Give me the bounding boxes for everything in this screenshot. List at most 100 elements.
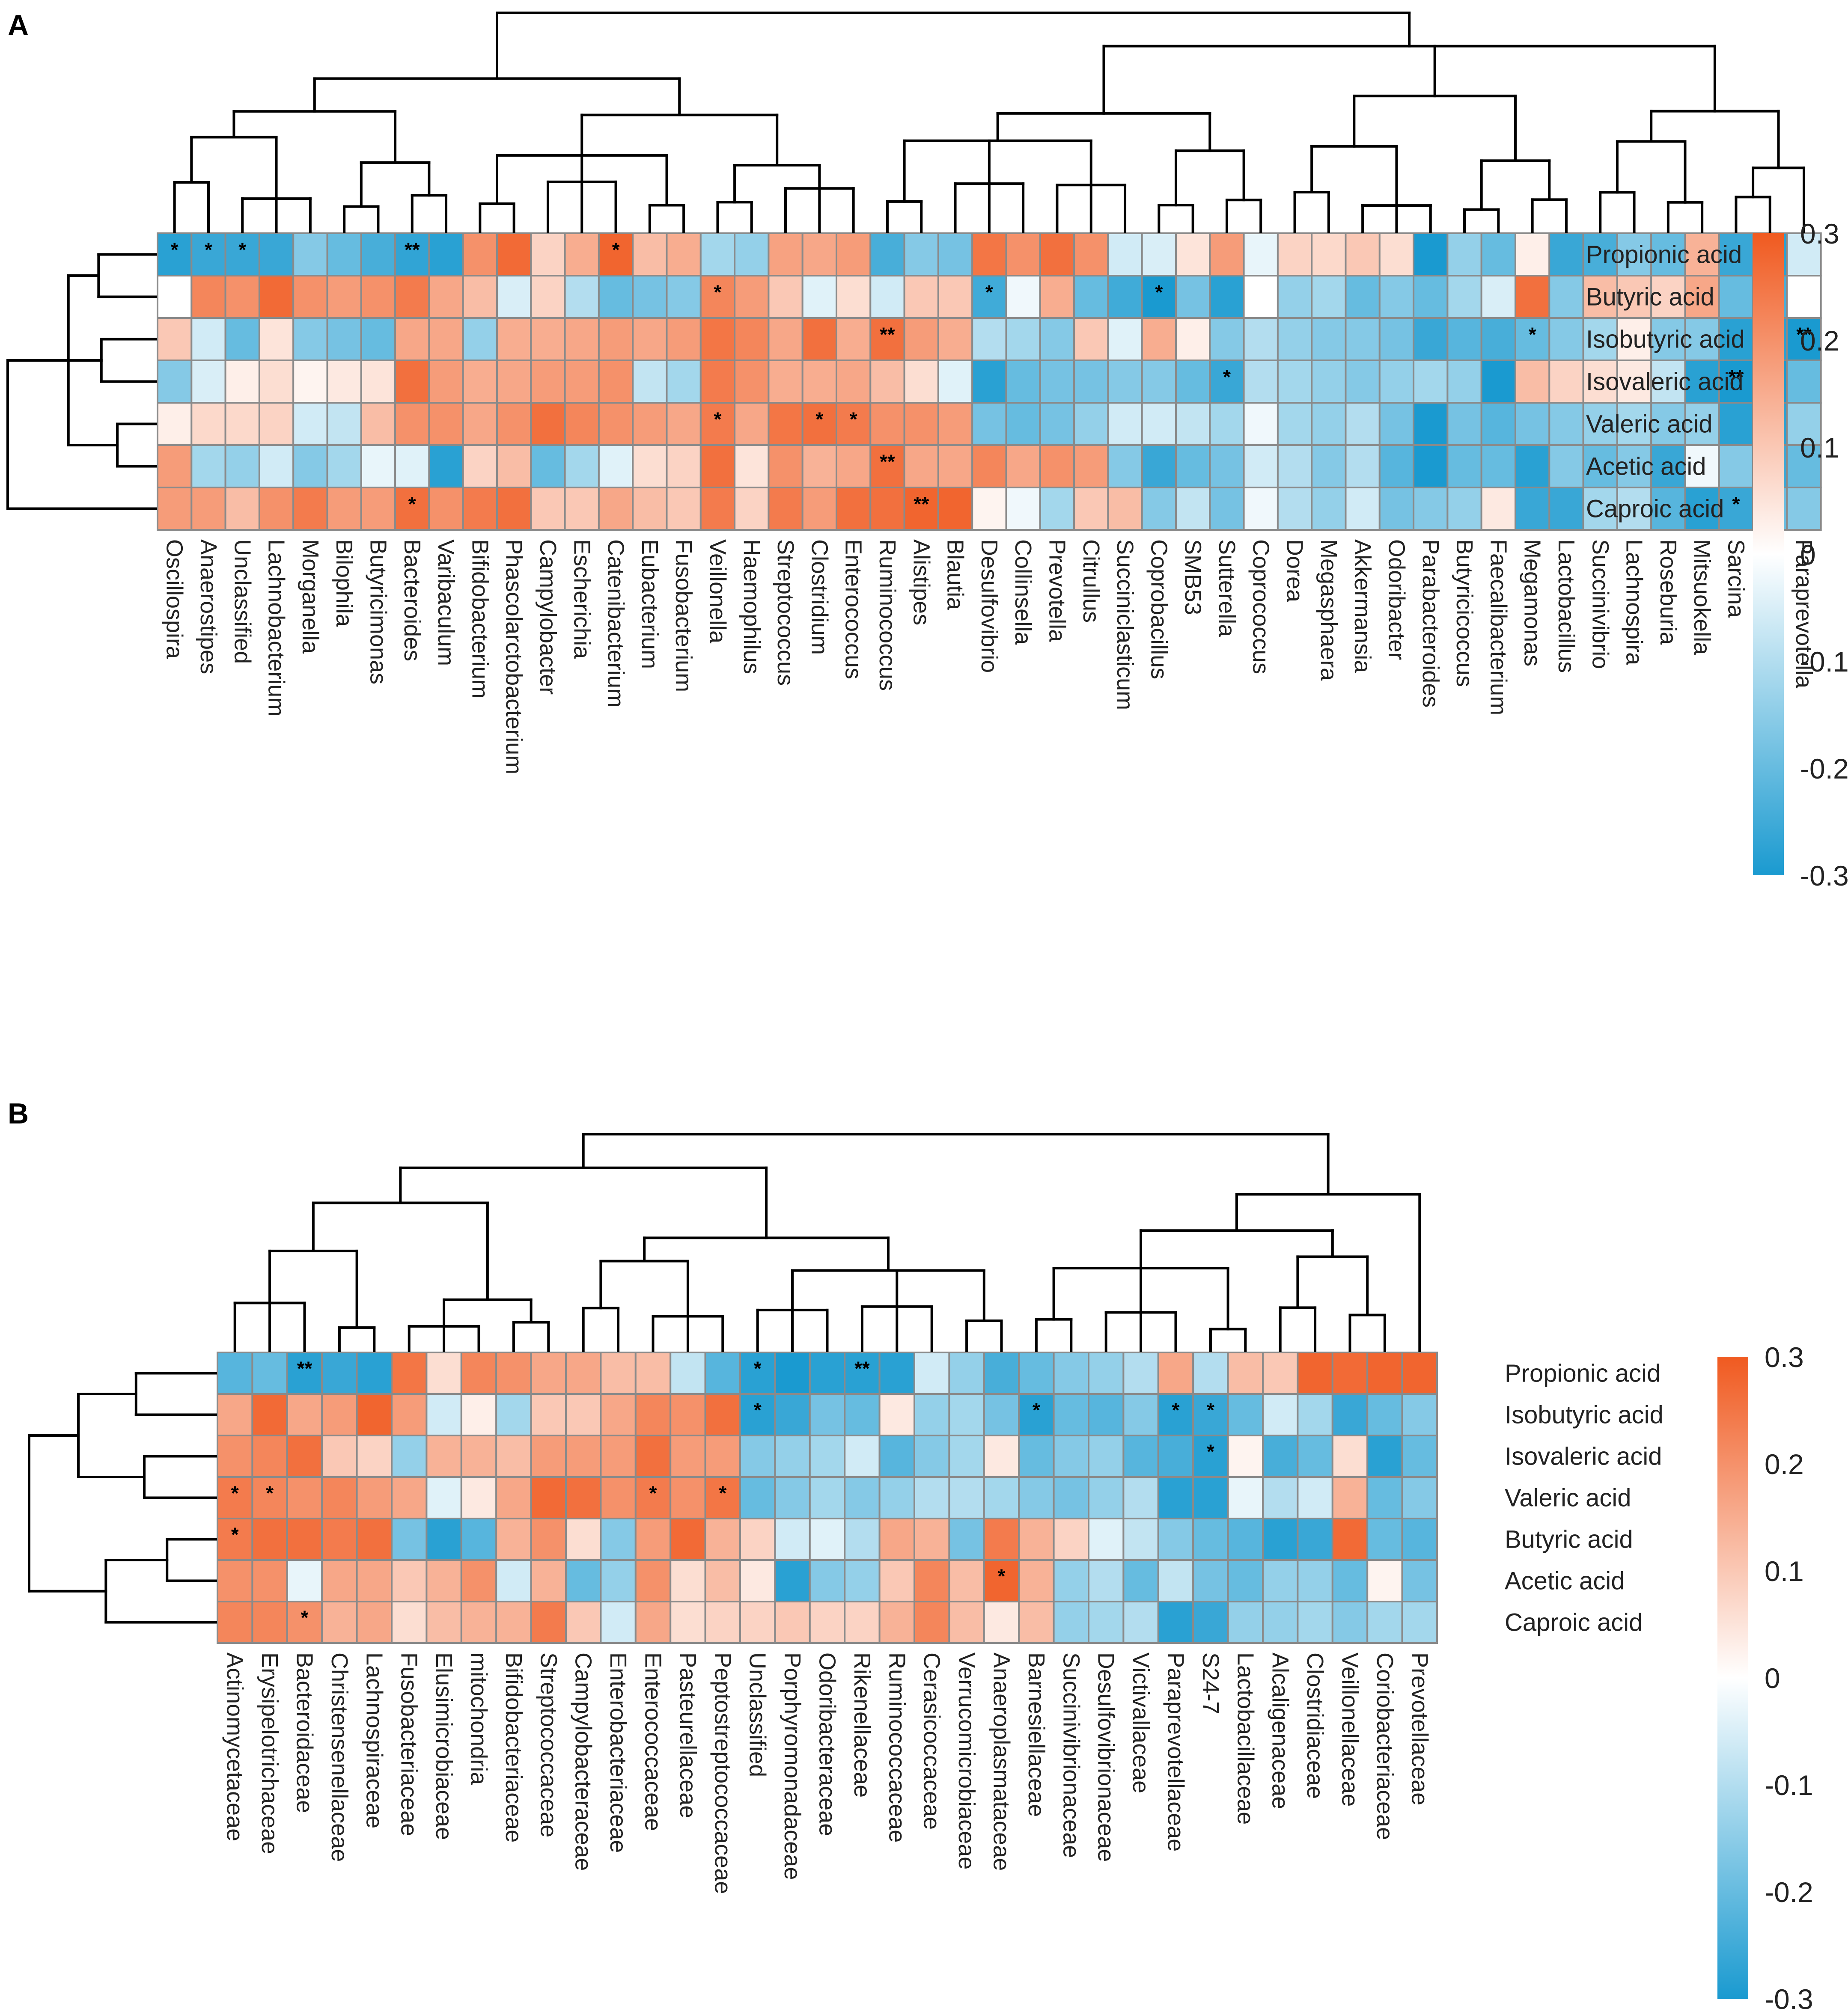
heatmap-cell (914, 1435, 950, 1478)
heatmap-cell (1018, 1601, 1055, 1644)
heatmap-cell (217, 1352, 253, 1395)
heatmap-cell (360, 487, 396, 531)
heatmap-cell (1548, 232, 1584, 276)
heatmap-cell (530, 275, 566, 319)
heatmap-cell (564, 232, 600, 276)
significance-mark: * (719, 1482, 726, 1504)
heatmap-cell (1366, 1476, 1403, 1519)
significance-mark: * (612, 238, 620, 261)
heatmap-cell (1515, 360, 1550, 404)
significance-mark: * (238, 238, 246, 261)
row-label: Acetic acid (1505, 1567, 1625, 1595)
heatmap-cell (1157, 1601, 1194, 1644)
heatmap-cell (190, 444, 226, 488)
heatmap-cell (1073, 317, 1109, 361)
heatmap-cell (1401, 1352, 1438, 1395)
heatmap-cell (1311, 360, 1347, 404)
column-label: Elusimicrobiaceae (431, 1652, 457, 1840)
heatmap-cell (530, 1352, 567, 1395)
heatmap-cell (356, 1352, 393, 1395)
heatmap-cell (666, 487, 702, 531)
heatmap-cell (836, 232, 872, 276)
heatmap-cell (983, 1518, 1020, 1561)
column-label: Bilophila (331, 539, 357, 627)
column-label: SMB53 (1180, 539, 1206, 615)
heatmap-cell (1039, 360, 1075, 404)
panel-label-b: B (8, 1097, 29, 1130)
heatmap-cell (704, 1559, 741, 1602)
row-label: Valeric acid (1505, 1484, 1631, 1512)
significance-mark: * (714, 408, 721, 430)
heatmap-cell (391, 1476, 428, 1519)
heatmap-cell (704, 1352, 741, 1395)
column-label: Lachnospiraceae (361, 1652, 387, 1828)
column-label: Catenibacterium (603, 539, 629, 707)
heatmap-cell (530, 1559, 567, 1602)
heatmap-cell (224, 402, 260, 446)
heatmap-cell (157, 360, 193, 404)
heatmap-cell (699, 444, 736, 488)
column-label: Prevotellaceae (1407, 1652, 1432, 1805)
heatmap-cell (1039, 487, 1075, 531)
column-label: Citrullus (1078, 539, 1104, 623)
heatmap-cell (903, 360, 939, 404)
heatmap-cell (1378, 444, 1415, 488)
heatmap-cell (321, 1601, 358, 1644)
row-label: Valeric acid (1586, 410, 1713, 438)
heatmap-cell (1480, 232, 1516, 276)
heatmap-cell (258, 444, 295, 488)
heatmap-cell (666, 232, 702, 276)
heatmap-cell (258, 487, 295, 531)
heatmap-cell (903, 232, 939, 276)
heatmap-cell (326, 275, 362, 319)
heatmap-cell (971, 275, 1007, 319)
heatmap-cell (321, 1559, 358, 1602)
heatmap-cell (666, 275, 702, 319)
heatmap-cell (286, 1393, 323, 1436)
heatmap-cell (937, 402, 973, 446)
column-label: Clostridiaceae (1302, 1652, 1328, 1799)
heatmap-cell (1018, 1559, 1055, 1602)
heatmap-cell (1616, 444, 1652, 488)
heatmap-cell (530, 360, 566, 404)
column-label: Varibaculum (433, 539, 459, 666)
heatmap-cell (1786, 402, 1822, 446)
heatmap-cell (1401, 1601, 1438, 1644)
heatmap-cell (251, 1601, 288, 1644)
column-label: Enterobacteriaceae (605, 1652, 631, 1853)
heatmap-cell (1401, 1393, 1438, 1436)
heatmap-cell (496, 444, 532, 488)
heatmap-cell (530, 1518, 567, 1561)
heatmap-cell (1480, 444, 1516, 488)
heatmap-cell (321, 1476, 358, 1519)
heatmap-cell (1209, 317, 1245, 361)
heatmap-cell (983, 1601, 1020, 1644)
heatmap-cell (1053, 1559, 1090, 1602)
heatmap-cell (1548, 402, 1584, 446)
heatmap-cell (1018, 1476, 1055, 1519)
heatmap-cell (801, 444, 837, 488)
heatmap-cell (739, 1601, 776, 1644)
heatmap-cell (1331, 1435, 1369, 1478)
heatmap-cell (1366, 1518, 1403, 1561)
row-label: Isovaleric acid (1505, 1443, 1662, 1471)
heatmap-cell (809, 1476, 846, 1519)
heatmap-cell (1684, 275, 1720, 319)
column-label: Desulfovibrionaceae (1093, 1652, 1119, 1862)
heatmap-cell (1297, 1559, 1333, 1602)
heatmap-cell (428, 360, 464, 404)
heatmap-cell (1718, 444, 1754, 488)
heatmap-cell (1480, 317, 1516, 361)
row-label: Propionic acid (1505, 1360, 1661, 1388)
heatmap-cell (251, 1559, 288, 1602)
heatmap-cell (251, 1393, 288, 1436)
heatmap-cell (1401, 1476, 1438, 1519)
heatmap-cell (258, 360, 295, 404)
column-label: Fusobacterium (671, 539, 696, 692)
heatmap-cell (1366, 1601, 1403, 1644)
significance-mark: * (1172, 1399, 1180, 1421)
colorbar-tick-label: 0.2 (1800, 325, 1839, 357)
column-label: Succinivibrio (1587, 539, 1613, 669)
heatmap-cell (224, 487, 260, 531)
heatmap-cell (496, 275, 532, 319)
